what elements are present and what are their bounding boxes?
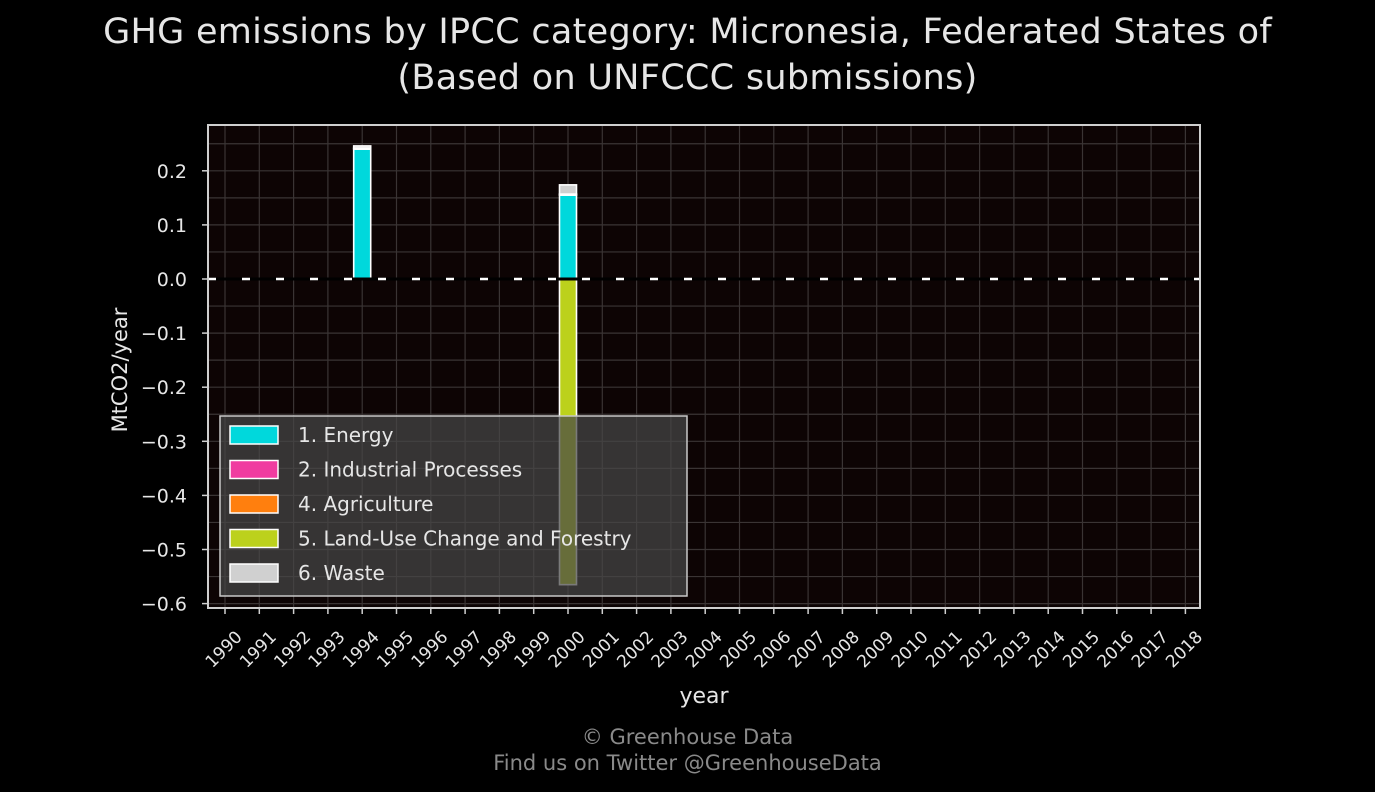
legend-label: 1. Energy — [298, 423, 394, 447]
x-tick-label: 1992 — [270, 627, 315, 672]
y-tick-label: 0.0 — [157, 269, 187, 291]
x-tick-label: 1993 — [305, 627, 350, 672]
y-tick-label: −0.2 — [141, 377, 187, 399]
x-tick-label: 1990 — [202, 627, 247, 672]
legend-swatch — [229, 494, 279, 514]
x-tick-label: 2005 — [716, 627, 761, 672]
y-tick-label: 0.2 — [157, 161, 187, 183]
x-tick-label: 2017 — [1128, 627, 1173, 672]
y-tick-label: −0.6 — [141, 594, 187, 616]
x-tick-label: 2000 — [545, 627, 590, 672]
legend-swatch — [229, 528, 279, 549]
legend-label: 5. Land-Use Change and Forestry — [298, 527, 632, 551]
y-axis-ticks: 0.2 0.1 0.0 −0.1 −0.2 −0.3 −0.4 −0.5 −0.6 — [141, 161, 208, 616]
legend-box — [219, 415, 688, 597]
x-tick-label: 2002 — [613, 627, 658, 672]
x-tick-label: 1997 — [442, 627, 487, 672]
x-tick-label: 2001 — [579, 627, 624, 672]
x-tick-label: 2008 — [819, 627, 864, 672]
x-axis-label: year — [679, 684, 729, 709]
x-tick-label: 2018 — [1162, 627, 1207, 672]
y-tick-label: −0.1 — [141, 323, 187, 345]
legend-label: 4. Agriculture — [298, 492, 433, 516]
x-tick-label: 1991 — [236, 627, 281, 672]
x-tick-label: 1995 — [373, 627, 418, 672]
x-tick-label: 1999 — [511, 627, 556, 672]
x-tick-label: 2016 — [1094, 627, 1139, 672]
x-tick-label: 2012 — [956, 627, 1001, 672]
y-tick-label: −0.5 — [141, 540, 187, 562]
legend-swatch — [229, 563, 279, 583]
chart-title-line-2: (Based on UNFCCC submissions) — [397, 58, 978, 98]
legend-swatch — [229, 425, 279, 445]
x-tick-label: 2015 — [1059, 627, 1104, 672]
y-axis-label: MtCO2/year — [108, 307, 132, 432]
bar-2000-1-energy — [558, 194, 578, 280]
x-tick-label: 2004 — [682, 627, 727, 672]
x-tick-label: 2010 — [888, 627, 933, 672]
x-tick-label: 1994 — [339, 627, 384, 672]
x-tick-label: 2006 — [751, 627, 796, 672]
x-tick-label: 2011 — [922, 627, 967, 672]
x-tick-label: 1998 — [476, 627, 521, 672]
y-tick-label: −0.4 — [141, 485, 187, 507]
chart-title-line-1: GHG emissions by IPCC category: Micrones… — [103, 12, 1272, 52]
y-tick-label: 0.1 — [157, 215, 187, 237]
bar-1994-1-energy — [352, 148, 372, 280]
y-tick-label: −0.3 — [141, 431, 187, 453]
x-tick-label: 1996 — [408, 627, 453, 672]
x-tick-label: 2014 — [1025, 627, 1070, 672]
x-axis-ticks: 1990199119921993199419951996199719981999… — [202, 608, 1207, 672]
plot-frame — [207, 124, 1201, 609]
x-tick-label: 2003 — [648, 627, 693, 672]
x-tick-label: 2013 — [991, 627, 1036, 672]
bar-1994-6-waste — [352, 145, 372, 149]
legend: 1. Energy 2. Industrial Processes 4. Agric… — [219, 415, 688, 597]
twitter-handle-text: Find us on Twitter @GreenhouseData — [493, 751, 882, 775]
x-tick-label: 2007 — [785, 627, 830, 672]
x-tick-label: 2009 — [854, 627, 899, 672]
bar-2000-6-waste — [558, 184, 578, 195]
legend-label: 6. Waste — [298, 561, 385, 585]
legend-label: 2. Industrial Processes — [298, 458, 522, 482]
credit-text: © Greenhouse Data — [581, 725, 794, 749]
legend-swatch — [229, 459, 279, 480]
